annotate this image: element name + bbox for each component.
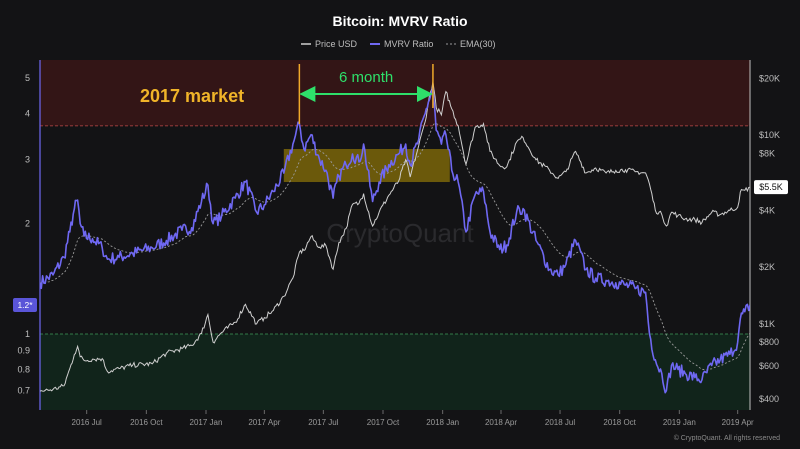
x-tick-label: 2018 Jan bbox=[426, 418, 459, 427]
y-left-tick-label: 3 bbox=[25, 154, 30, 164]
x-tick-label: 2017 Jul bbox=[308, 418, 338, 427]
x-tick-label: 2017 Jan bbox=[190, 418, 223, 427]
current-price-tag: $5.5K bbox=[754, 180, 788, 195]
legend-mvrv-label: MVRV Ratio bbox=[384, 39, 433, 49]
x-tick-label: 2016 Jul bbox=[72, 418, 102, 427]
y-left-tick-label: 0.7 bbox=[17, 386, 30, 396]
chart-title: Bitcoin: MVRV Ratio bbox=[332, 13, 467, 29]
undervalued-zone bbox=[40, 333, 750, 410]
current-price-label: $5.5K bbox=[759, 182, 783, 192]
copyright: © CryptoQuant. All rights reserved bbox=[674, 434, 780, 442]
y-left-tick-label: 0.9 bbox=[17, 346, 30, 356]
x-tick-label: 2016 Oct bbox=[130, 418, 163, 427]
x-tick-label: 2017 Oct bbox=[367, 418, 400, 427]
legend-ema-label: EMA(30) bbox=[460, 39, 496, 49]
y-right-tick-label: $800 bbox=[759, 337, 779, 347]
current-mvrv-label: 1.2* bbox=[17, 300, 33, 310]
y-right-tick-label: $400 bbox=[759, 394, 779, 404]
legend: Price USD MVRV Ratio EMA(30) bbox=[301, 39, 496, 49]
watermark: CryptoQuant bbox=[326, 218, 474, 248]
x-axis: 2016 Jul 2016 Oct 2017 Jan 2017 Apr 2017 Jul… bbox=[72, 410, 754, 427]
market-label: 2017 market bbox=[140, 86, 244, 106]
y-left-tick-label: 1 bbox=[25, 329, 30, 339]
x-tick-label: 2017 Apr bbox=[248, 418, 280, 427]
y-right-tick-label: $600 bbox=[759, 361, 779, 371]
y-left-tick-label: 5 bbox=[25, 73, 30, 83]
y-left-tick-label: 4 bbox=[25, 109, 30, 119]
y-right-tick-label: $1K bbox=[759, 319, 775, 329]
x-tick-label: 2018 Oct bbox=[603, 418, 636, 427]
y-right-tick-label: $4K bbox=[759, 205, 775, 215]
y-right-tick-label: $8K bbox=[759, 148, 775, 158]
x-tick-label: 2018 Apr bbox=[485, 418, 517, 427]
y-left-tick-label: 0.8 bbox=[17, 364, 30, 374]
mvrv-line bbox=[40, 87, 750, 394]
y-right-tick-label: $2K bbox=[759, 262, 775, 272]
legend-price-label: Price USD bbox=[315, 39, 358, 49]
y-right-tick-label: $20K bbox=[759, 73, 780, 83]
left-axis: 0.7 0.8 0.9 1 2 3 4 5 bbox=[17, 60, 41, 410]
x-tick-label: 2019 Apr bbox=[722, 418, 754, 427]
current-mvrv-tag: 1.2* bbox=[13, 297, 37, 312]
price-line bbox=[40, 81, 750, 392]
ema-line bbox=[40, 122, 750, 371]
x-tick-label: 2018 Jul bbox=[545, 418, 575, 427]
right-axis: $400 $600 $800 $1K $2K $4K $8K $10K $20K bbox=[749, 60, 780, 410]
y-right-tick-label: $10K bbox=[759, 130, 780, 140]
x-tick-label: 2019 Jan bbox=[663, 418, 696, 427]
interval-label: 6 month bbox=[339, 69, 393, 86]
y-left-tick-label: 2 bbox=[25, 219, 30, 229]
